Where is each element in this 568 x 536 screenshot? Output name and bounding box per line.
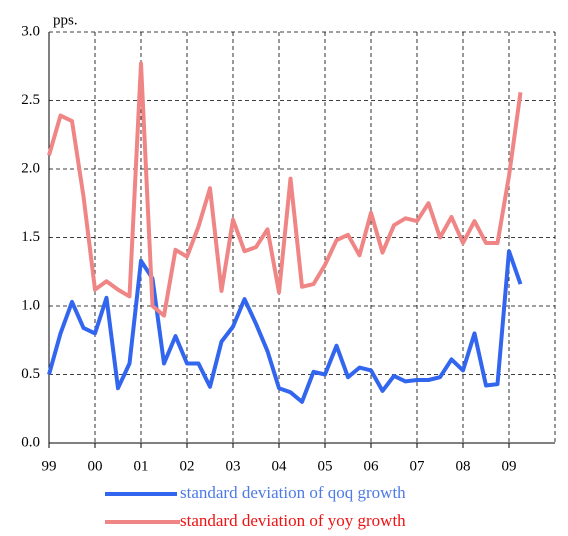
- y-tick-label: 0.5: [21, 366, 40, 382]
- series-line: [47, 249, 523, 404]
- x-tick-label: 09: [502, 458, 517, 474]
- x-tick-label: 08: [456, 458, 471, 474]
- x-tick-label: 06: [364, 458, 380, 474]
- x-tick-label: 99: [42, 458, 57, 474]
- x-tick-label: 03: [226, 458, 241, 474]
- x-tick-label: 02: [180, 458, 195, 474]
- y-tick-label: 0.0: [21, 434, 40, 450]
- series-line: [47, 61, 523, 318]
- y-tick-label: 1.5: [21, 229, 40, 245]
- x-tick-label: 01: [134, 458, 149, 474]
- y-tick-label: 2.5: [21, 92, 40, 108]
- x-tick-label: 05: [318, 458, 333, 474]
- x-tick-label: 04: [272, 458, 288, 474]
- y-tick-label: 2.0: [21, 160, 40, 176]
- y-tick-label: 1.0: [21, 297, 40, 313]
- x-tick-label: 00: [88, 458, 103, 474]
- x-tick-label: 07: [410, 458, 426, 474]
- legend-label: standard deviation of qoq growth: [180, 483, 406, 502]
- unit-label: pps.: [53, 12, 78, 28]
- y-tick-label: 3.0: [21, 23, 40, 39]
- legend-label: standard deviation of yoy growth: [180, 511, 406, 530]
